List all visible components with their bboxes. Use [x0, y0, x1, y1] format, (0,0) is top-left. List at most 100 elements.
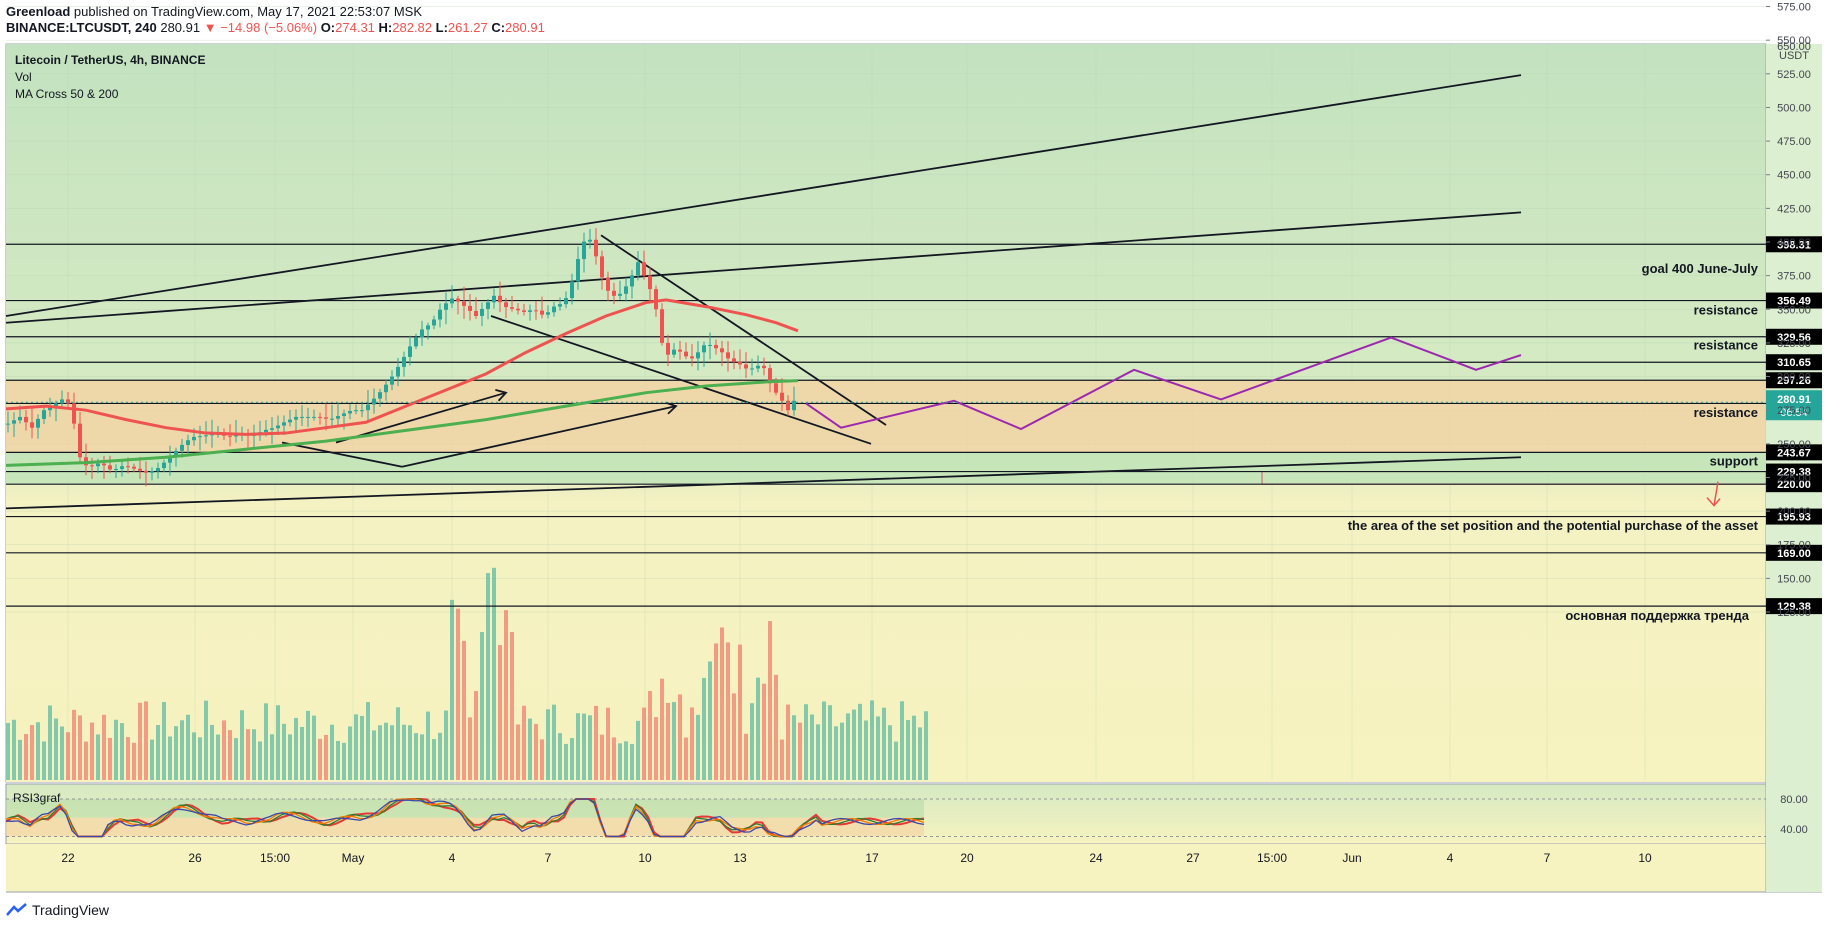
candle-body — [378, 392, 382, 399]
candle-body — [528, 310, 532, 312]
y-tick-label: 200.00 — [1777, 506, 1811, 518]
candle-body — [612, 290, 616, 296]
candle-body — [792, 400, 796, 411]
candle-body — [144, 470, 148, 473]
candle-body — [780, 392, 784, 401]
y-tick-label: 575.00 — [1777, 2, 1811, 14]
level-tag — [1766, 508, 1822, 525]
rsi-line — [5, 798, 925, 838]
volume-bar — [714, 643, 718, 780]
x-tick-label: 10 — [638, 851, 652, 865]
volume-bar — [468, 717, 472, 780]
volume-bar — [390, 725, 394, 780]
candle-body — [600, 256, 604, 278]
volume-bar — [630, 744, 634, 780]
tradingview-logo[interactable]: TradingView — [6, 902, 109, 918]
candle-body — [186, 440, 190, 445]
candle-body — [282, 422, 286, 426]
candle-body — [750, 368, 754, 370]
volume-bar — [252, 729, 256, 780]
volume-bar — [402, 724, 406, 780]
candle-body — [432, 319, 436, 326]
volume-bar — [318, 738, 322, 780]
trendline — [5, 456, 1522, 510]
volume-bar — [690, 707, 694, 780]
candle-body — [420, 329, 424, 338]
candle-body — [366, 404, 370, 411]
volume-bar — [570, 738, 574, 780]
volume-bar — [732, 693, 736, 780]
trendline — [335, 391, 507, 444]
trendline — [600, 234, 887, 426]
annotation-label: resistance — [1694, 405, 1758, 420]
volume-bar — [102, 714, 106, 780]
legend-ma: MA Cross 50 & 200 — [15, 87, 119, 101]
volume-bar — [852, 709, 856, 780]
volume-bar — [216, 734, 220, 780]
volume-bar — [498, 645, 502, 780]
volume-bar — [636, 720, 640, 780]
volume-bar — [312, 715, 316, 780]
volume-bar — [684, 737, 688, 780]
annotation-label: the area of the set position and the pot… — [1348, 518, 1759, 533]
candle-body — [696, 352, 700, 359]
candle-body — [90, 465, 94, 467]
candle-body — [516, 308, 520, 311]
volume-bar — [606, 707, 610, 780]
volume-bar — [834, 726, 838, 780]
volume-bar — [876, 716, 880, 780]
volume-bar — [600, 734, 604, 780]
volume-bar — [924, 711, 928, 780]
close-label: C: — [491, 20, 506, 35]
candle-body — [774, 383, 778, 393]
candle-body — [174, 450, 178, 458]
volume-bar — [324, 734, 328, 780]
volume-bar — [210, 724, 214, 780]
candle-body — [336, 416, 340, 419]
volume-bar — [804, 704, 808, 780]
volume-bar — [138, 702, 142, 780]
candle-body — [732, 358, 736, 362]
candle-body — [138, 468, 142, 471]
volume-bar — [174, 726, 178, 780]
candle-body — [630, 275, 634, 287]
candle-body — [504, 302, 508, 308]
candle-body — [96, 463, 100, 467]
level-value: 195.93 — [1777, 512, 1811, 524]
high-label: H: — [378, 20, 393, 35]
y-tick-label: 425.00 — [1777, 203, 1811, 215]
candle-body — [72, 403, 76, 424]
volume-bar — [42, 741, 46, 780]
level-value: 243.67 — [1777, 447, 1811, 459]
candle-body — [414, 337, 418, 347]
candle-body — [492, 295, 496, 303]
volume-bar — [894, 741, 898, 780]
legend-vol: Vol — [15, 70, 32, 84]
candle-body — [510, 307, 514, 309]
candle-body — [684, 351, 688, 357]
legend-rsi: RSI3graf — [13, 791, 61, 805]
x-tick-label: 10 — [1638, 851, 1652, 865]
volume-bar — [198, 737, 202, 780]
forecast-path — [805, 336, 1522, 431]
forecast-line — [805, 336, 1522, 431]
candle-body — [30, 422, 34, 428]
volume-bar — [120, 723, 124, 780]
volume-bar — [366, 702, 370, 780]
candle-body — [480, 308, 484, 317]
candle-body — [306, 416, 310, 418]
candle-body — [162, 462, 166, 469]
candle-body — [618, 293, 622, 296]
tradingview-brand: TradingView — [32, 902, 110, 918]
volume-bar — [132, 742, 136, 780]
publisher-name[interactable]: Greenload — [6, 4, 71, 19]
candle-body — [762, 365, 766, 369]
candle-body — [768, 368, 772, 384]
candle-body — [756, 365, 760, 369]
volume-bar — [798, 722, 802, 780]
volume-bar — [162, 701, 166, 780]
volume-bars — [6, 567, 928, 780]
volume-bar — [78, 715, 82, 780]
